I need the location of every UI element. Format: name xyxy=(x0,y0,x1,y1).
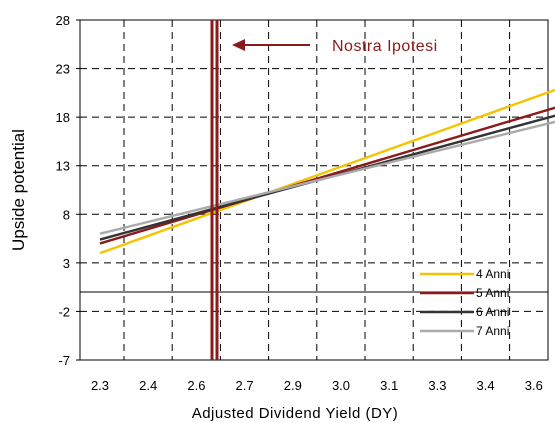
legend: 4 Anni 5 Anni 6 Anni 7 Anni xyxy=(420,267,509,338)
grid xyxy=(80,20,548,360)
x-tick-label: 2.3 xyxy=(91,378,109,393)
x-tick-label: 3.1 xyxy=(380,378,398,393)
legend-label: 4 Anni xyxy=(476,267,509,281)
series-line xyxy=(99,120,555,235)
x-tick-label: 2.4 xyxy=(139,378,157,393)
x-tick-label: 3.4 xyxy=(477,378,495,393)
x-tick-label: 2.9 xyxy=(284,378,302,393)
y-tick-label: -2 xyxy=(58,304,70,319)
x-tick-labels: 2.32.42.62.72.93.03.13.33.43.63.7 xyxy=(91,378,543,393)
reference-line xyxy=(210,20,219,360)
y-tick-label: -7 xyxy=(58,353,70,368)
series-lines xyxy=(99,88,555,255)
y-axis-label: Upside potential xyxy=(9,129,28,251)
annotation: Nostra Ipotesi xyxy=(232,38,438,55)
x-tick-label: 2.6 xyxy=(187,378,205,393)
series-line xyxy=(99,106,555,245)
y-tick-labels: -7 -2 3 8 13 18 23 28 xyxy=(56,13,80,368)
series-line xyxy=(99,88,555,255)
y-tick-label: 8 xyxy=(63,207,70,222)
x-tick-label: 3.6 xyxy=(525,378,543,393)
y-tick-label: 3 xyxy=(63,256,70,271)
annotation-arrowhead xyxy=(232,39,245,51)
x-axis-label: Adjusted Dividend Yield (DY) xyxy=(192,405,399,422)
legend-label: 6 Anni xyxy=(476,305,509,319)
annotation-label: Nostra Ipotesi xyxy=(332,38,438,55)
y-tick-label: 23 xyxy=(56,62,70,77)
legend-label: 5 Anni xyxy=(476,286,509,300)
x-tick-label: 3.0 xyxy=(332,378,350,393)
x-tick-label: 3.3 xyxy=(428,378,446,393)
plot-area xyxy=(79,19,549,361)
y-tick-label: 18 xyxy=(56,110,70,125)
x-tick-label: 2.7 xyxy=(236,378,254,393)
legend-label: 7 Anni xyxy=(476,324,509,338)
y-tick-label: 28 xyxy=(56,13,70,28)
y-tick-label: 13 xyxy=(56,159,70,174)
